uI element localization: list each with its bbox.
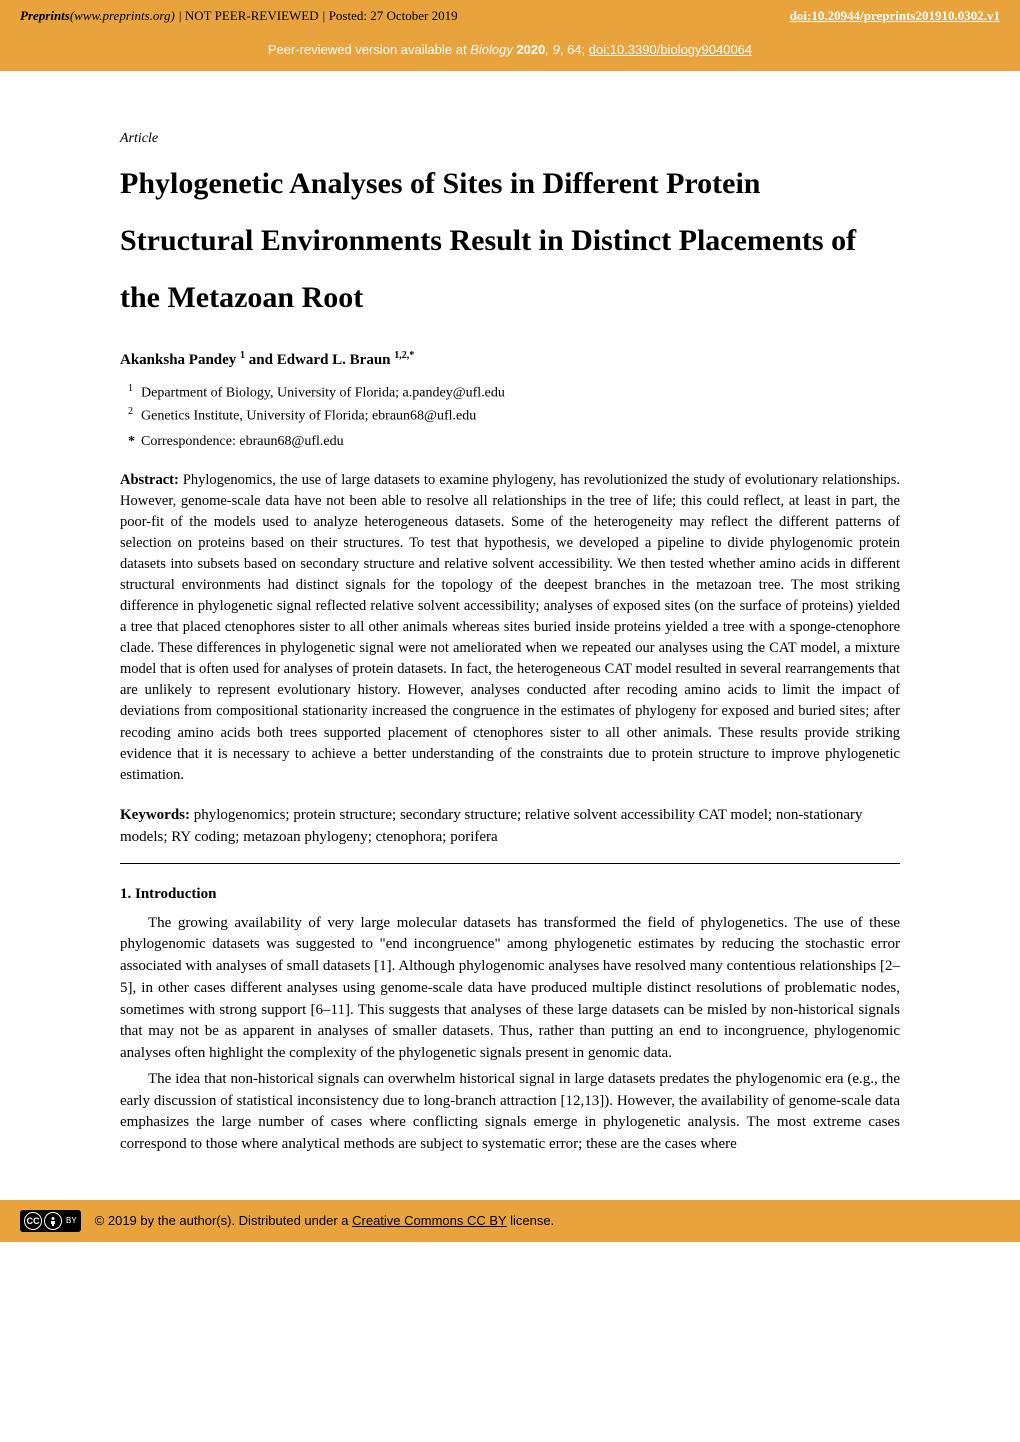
cc-icon: CC — [24, 1212, 42, 1230]
cc-by-icon: CC BY — [20, 1210, 81, 1232]
article-type: Article — [120, 131, 900, 147]
banner-doi-link[interactable]: doi:10.20944/preprints201910.0302.v1 — [790, 8, 1000, 24]
authors-line: Akanksha Pandey 1 and Edward L. Braun 1,… — [120, 350, 900, 369]
intro-para-1: The growing availability of very large m… — [120, 913, 900, 1065]
footer-text: © 2019 by the author(s). Distributed und… — [95, 1213, 555, 1228]
by-icon — [44, 1212, 62, 1230]
peer-prefix: Peer-reviewed version available at — [268, 42, 470, 57]
abstract: Abstract: Phylogenomics, the use of larg… — [120, 470, 900, 785]
banner-left: Preprints(www.preprints.org) | NOT PEER-… — [20, 8, 458, 24]
article-title: Phylogenetic Analyses of Sites in Differ… — [120, 155, 900, 326]
section-1-heading: 1. Introduction — [120, 886, 900, 903]
article-content: Article Phylogenetic Analyses of Sites i… — [0, 71, 1020, 1200]
keywords-text: phylogenomics; protein structure; second… — [120, 807, 862, 846]
banner-status: NOT PEER-REVIEWED — [185, 8, 319, 23]
peer-review-banner: Peer-reviewed version available at Biolo… — [0, 32, 1020, 71]
author-2-sup: 1,2,* — [394, 350, 414, 361]
peer-issue: , 64; — [560, 42, 589, 57]
cc-license-link[interactable]: Creative Commons CC BY — [352, 1213, 506, 1228]
banner-posted: Posted: 27 October 2019 — [329, 8, 458, 23]
author-1-name: Akanksha Pandey — [120, 352, 240, 368]
author-2-name: Edward L. Braun — [277, 352, 395, 368]
abstract-text: Phylogenomics, the use of large datasets… — [120, 472, 900, 782]
keywords: Keywords: phylogenomics; protein structu… — [120, 804, 900, 849]
affiliation-1: 1Department of Biology, University of Fl… — [128, 383, 900, 402]
peer-doi-link[interactable]: doi:10.3390/biology9040064 — [589, 42, 752, 57]
banner-site: Preprints — [20, 8, 70, 23]
divider — [120, 863, 900, 864]
banner-url: (www.preprints.org) — [70, 8, 175, 23]
intro-para-2: The idea that non-historical signals can… — [120, 1069, 900, 1156]
abstract-label: Abstract: — [120, 472, 183, 488]
preprint-banner: Preprints(www.preprints.org) | NOT PEER-… — [0, 0, 1020, 32]
keywords-label: Keywords: — [120, 807, 194, 823]
peer-year: 2020 — [513, 42, 546, 57]
license-footer: CC BY © 2019 by the author(s). Distribut… — [0, 1200, 1020, 1242]
peer-vol: , 9 — [545, 42, 559, 57]
peer-journal: Biology — [470, 42, 513, 57]
affiliation-2: 2Genetics Institute, University of Flori… — [128, 406, 900, 425]
correspondence: *Correspondence: ebraun68@ufl.edu — [128, 434, 900, 450]
